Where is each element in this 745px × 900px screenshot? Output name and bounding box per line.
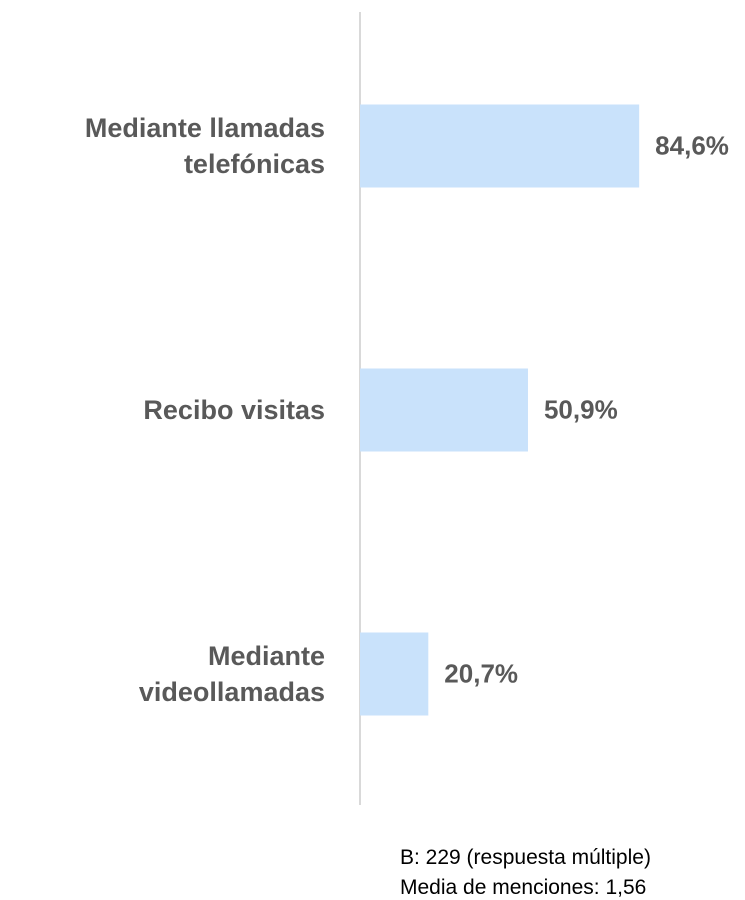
value-label: 50,9% <box>543 394 618 425</box>
note: Media de menciones: 1,56 <box>400 876 647 899</box>
bar <box>360 368 528 452</box>
note: B: 229 (respuesta múltiple) <box>400 846 651 869</box>
category-label: Recibo visitas <box>143 395 325 425</box>
value-label: 84,6% <box>655 130 729 161</box>
bar <box>360 632 429 716</box>
category-label: Mediante llamadas telefónicas <box>84 113 325 179</box>
category-label: Mediante videollamadas <box>138 641 325 707</box>
bar <box>360 104 640 188</box>
value-label: 20,7% <box>444 658 519 689</box>
